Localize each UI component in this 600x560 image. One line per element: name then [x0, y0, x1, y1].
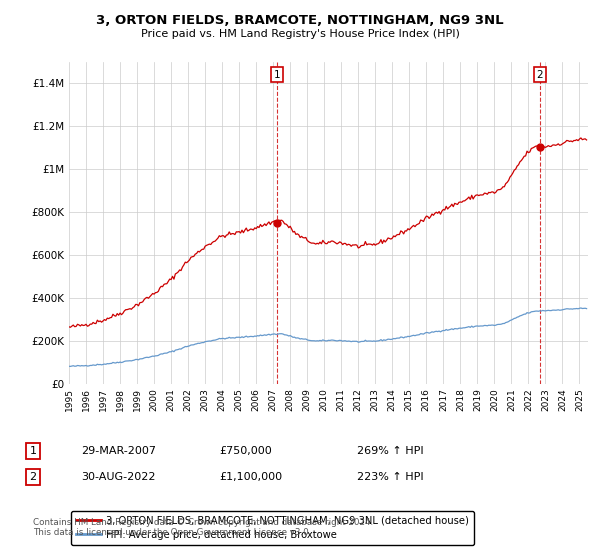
Text: Contains HM Land Registry data © Crown copyright and database right 2024.
This d: Contains HM Land Registry data © Crown c… — [33, 518, 373, 538]
Text: 269% ↑ HPI: 269% ↑ HPI — [357, 446, 424, 456]
Text: 2: 2 — [536, 69, 543, 80]
Text: 3, ORTON FIELDS, BRAMCOTE, NOTTINGHAM, NG9 3NL: 3, ORTON FIELDS, BRAMCOTE, NOTTINGHAM, N… — [96, 14, 504, 27]
Text: 1: 1 — [274, 69, 281, 80]
Text: 1: 1 — [29, 446, 37, 456]
Text: £750,000: £750,000 — [219, 446, 272, 456]
Text: Price paid vs. HM Land Registry's House Price Index (HPI): Price paid vs. HM Land Registry's House … — [140, 29, 460, 39]
Text: 29-MAR-2007: 29-MAR-2007 — [81, 446, 156, 456]
Text: 30-AUG-2022: 30-AUG-2022 — [81, 472, 155, 482]
Text: 223% ↑ HPI: 223% ↑ HPI — [357, 472, 424, 482]
Text: £1,100,000: £1,100,000 — [219, 472, 282, 482]
Text: 2: 2 — [29, 472, 37, 482]
Legend: 3, ORTON FIELDS, BRAMCOTE, NOTTINGHAM, NG9 3NL (detached house), HPI: Average pr: 3, ORTON FIELDS, BRAMCOTE, NOTTINGHAM, N… — [71, 511, 474, 545]
